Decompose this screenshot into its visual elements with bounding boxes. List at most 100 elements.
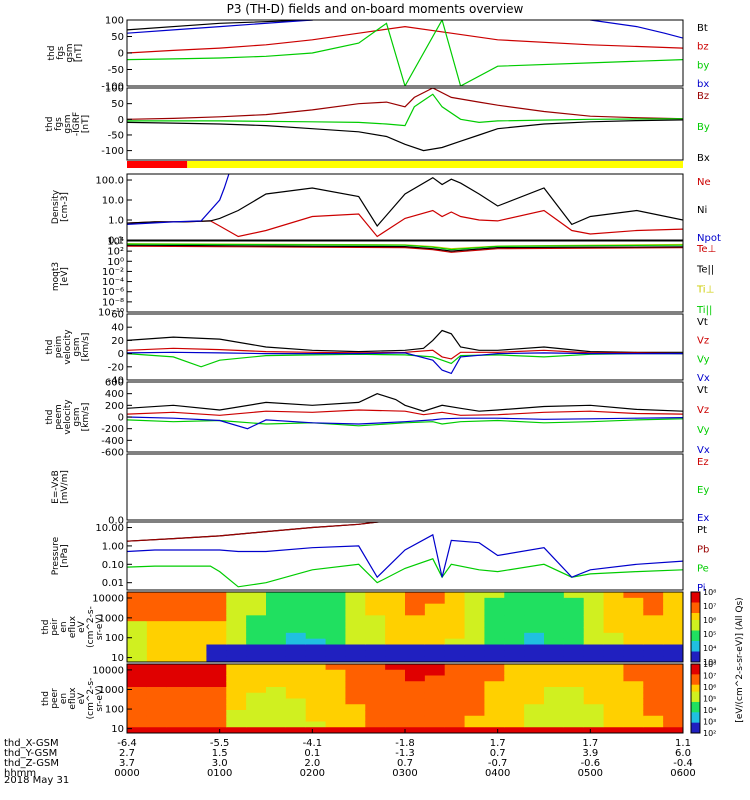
y-tick-label: 1.00 — [102, 541, 124, 552]
heatmap-cell — [345, 621, 366, 628]
legend-entry: Pb — [697, 544, 709, 555]
heatmap-cell — [345, 603, 366, 610]
heatmap-cell — [643, 603, 664, 610]
heatmap-cell — [285, 692, 307, 699]
heatmap-cell — [365, 644, 386, 651]
colorbar-cell — [691, 599, 700, 603]
y-axis-label: eflux — [68, 687, 78, 710]
heatmap-cell — [206, 669, 227, 676]
panel-frame — [126, 313, 684, 381]
heatmap-cell — [643, 664, 664, 671]
y-tick-label: 0 — [118, 49, 124, 60]
panel-10: 10⁸ 10⁷ 10⁶ 10⁵ 10⁴ 10³ 10² 10000 1000 100 10 thd pe… — [41, 660, 716, 738]
heatmap-cell — [206, 650, 227, 657]
heatmap-cell — [166, 632, 188, 640]
x-tick-label: 0000 — [114, 768, 139, 779]
heatmap-cell — [246, 603, 267, 610]
heatmap-cell — [623, 597, 644, 605]
y-tick-label: 10 — [111, 724, 124, 735]
heatmap-cell — [563, 721, 585, 728]
legend-entry: Bz — [697, 91, 709, 102]
heatmap-cell — [544, 669, 565, 676]
series-line-Ti|| — [127, 243, 683, 251]
heatmap-cell — [583, 681, 605, 688]
heatmap-cell — [365, 597, 386, 605]
colorbar-tick-label: 10⁷ — [703, 602, 716, 611]
heatmap-cell — [583, 656, 605, 663]
heatmap-cell — [127, 675, 148, 682]
heatmap-cell — [365, 615, 386, 622]
y-tick-label: 10⁻⁸ — [102, 297, 124, 308]
heatmap-cell — [226, 621, 247, 628]
legend-entry: Ey — [697, 485, 709, 496]
x-tick-label: 1.5 — [212, 748, 228, 759]
date-label: 2018 May 31 — [4, 775, 70, 786]
heatmap-cell — [345, 687, 366, 694]
x-tick-label: 1.1 — [675, 738, 691, 749]
heatmap-cell — [484, 650, 505, 657]
heatmap-cell — [166, 592, 188, 599]
heatmap-cell — [603, 687, 624, 694]
y-axis-label: thd — [47, 46, 57, 61]
heatmap-cell — [603, 597, 624, 605]
heatmap-cell — [524, 727, 545, 734]
y-tick-label: 100 — [105, 633, 124, 644]
heatmap-cell — [563, 650, 585, 657]
heatmap-cell — [166, 687, 188, 694]
heatmap-cell — [563, 615, 585, 622]
heatmap-cell — [484, 715, 505, 722]
y-tick-label: 10⁴ — [107, 237, 124, 248]
heatmap-cell — [127, 692, 148, 699]
heatmap-cell — [643, 681, 664, 688]
heatmap-cell — [484, 644, 505, 651]
heatmap-cell — [643, 638, 664, 645]
y-axis-label: fgs — [54, 117, 64, 131]
y-tick-label: 10² — [107, 247, 124, 258]
colorbar-cell — [691, 708, 700, 713]
heatmap-cell — [623, 621, 644, 628]
heatmap-cell — [643, 715, 664, 722]
heatmap-cell — [623, 681, 644, 688]
heatmap-cell — [424, 669, 446, 676]
heatmap-cell — [166, 681, 188, 688]
y-tick-label: 10000 — [92, 593, 124, 604]
heatmap-cell — [603, 669, 624, 676]
heatmap-cell — [444, 597, 466, 605]
colorbar-cell — [691, 602, 700, 607]
heatmap-cell — [266, 644, 287, 651]
x-tick-label: 0200 — [300, 768, 325, 779]
heatmap-cell — [206, 727, 227, 734]
colorbar-cell — [691, 681, 700, 686]
heatmap-cell — [246, 638, 267, 645]
heatmap-cell — [484, 664, 505, 671]
heatmap-cell — [305, 597, 327, 605]
heatmap-cell — [643, 656, 664, 663]
panel-2 — [127, 161, 683, 168]
heatmap-cell — [405, 669, 426, 676]
heatmap-cell — [603, 621, 624, 628]
heatmap-cell — [563, 638, 585, 645]
heatmap-cell — [325, 621, 346, 628]
heatmap-cell — [385, 710, 406, 717]
heatmap-cell — [663, 692, 684, 699]
heatmap-cell — [166, 650, 188, 657]
heatmap-cell — [325, 675, 346, 682]
heatmap-cell — [563, 727, 585, 734]
heatmap-cell — [365, 592, 386, 599]
heatmap-cell — [146, 638, 168, 645]
heatmap-cell — [285, 664, 307, 671]
heatmap-cell — [166, 664, 188, 671]
heatmap-cell — [524, 609, 545, 616]
heatmap-cell — [504, 681, 525, 688]
heatmap-cell — [127, 715, 148, 722]
heatmap-cell — [583, 650, 605, 657]
heatmap-cell — [226, 597, 247, 605]
heatmap-cell — [246, 632, 267, 640]
heatmap-cell — [305, 627, 327, 634]
y-axis-label: [km/s] — [81, 333, 91, 362]
heatmap-cell — [305, 710, 327, 717]
series-line-Bz — [127, 88, 683, 120]
heatmap-cell — [464, 644, 485, 651]
panel-5: 60 40 20 0 -20 -40 thd peim velocity gsm [km/s] Vt V… — [45, 310, 710, 387]
heatmap-cell — [484, 692, 505, 699]
